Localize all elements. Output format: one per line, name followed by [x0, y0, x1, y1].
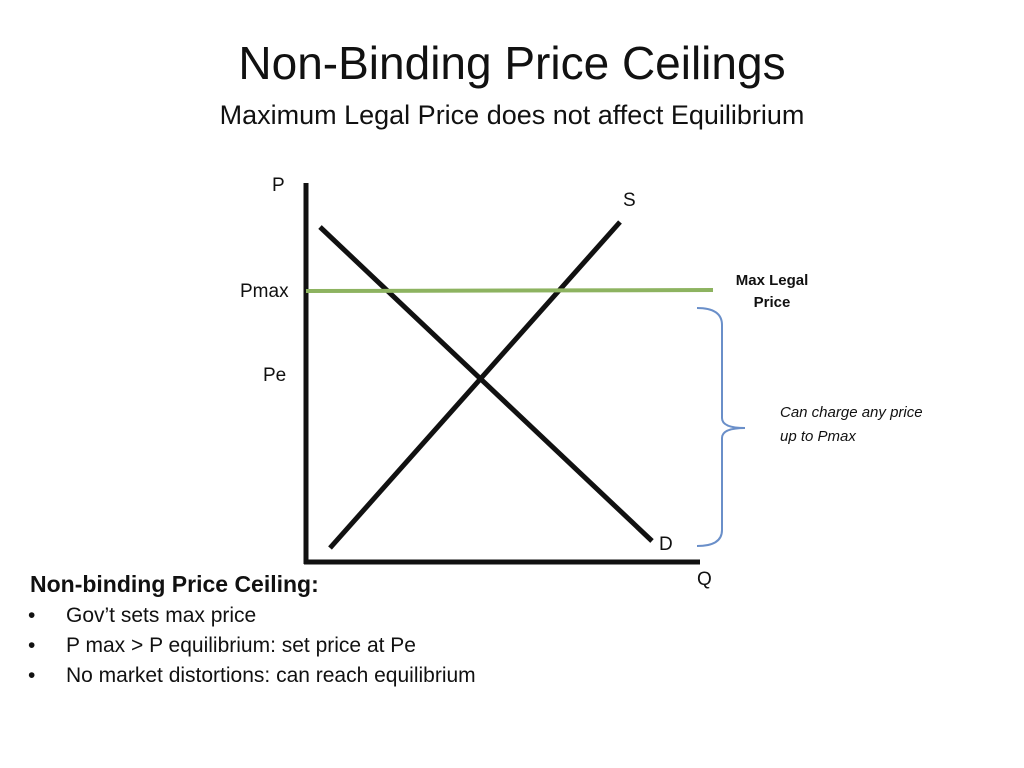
bullet-item: • No market distortions: can reach equil… [28, 664, 508, 687]
supply-label: S [623, 190, 636, 211]
bullet-item: • P max > P equilibrium: set price at Pe [28, 634, 508, 657]
supply-curve [328, 220, 622, 550]
price-ceiling-line [305, 288, 714, 293]
demand-curve [318, 225, 654, 543]
bullet-marker: • [28, 604, 36, 627]
bullet-marker: • [28, 664, 36, 687]
demand-label: D [659, 534, 673, 555]
bullet-list: • Gov’t sets max price • P max > P equil… [28, 604, 508, 694]
bullets-heading: Non-binding Price Ceiling: [30, 571, 319, 597]
bullet-text: No market distortions: can reach equilib… [66, 664, 476, 687]
bullet-item: • Gov’t sets max price [28, 604, 508, 627]
price-range-brace [696, 307, 746, 547]
slide-subtitle: Maximum Legal Price does not affect Equi… [219, 100, 805, 130]
bullet-marker: • [28, 634, 36, 657]
brace-note: Can charge any price up to Pmax [780, 404, 923, 445]
price-axis-label: P [272, 175, 285, 196]
bullet-text: Gov’t sets max price [66, 604, 257, 627]
bullet-text: P max > P equilibrium: set price at Pe [66, 634, 416, 657]
max-legal-price-label: Max Legal Price [735, 272, 809, 311]
quantity-axis-label: Q [697, 569, 712, 590]
slide-title: Non-Binding Price Ceilings [238, 37, 786, 89]
pmax-label: Pmax [240, 281, 289, 302]
pe-label: Pe [263, 365, 287, 386]
